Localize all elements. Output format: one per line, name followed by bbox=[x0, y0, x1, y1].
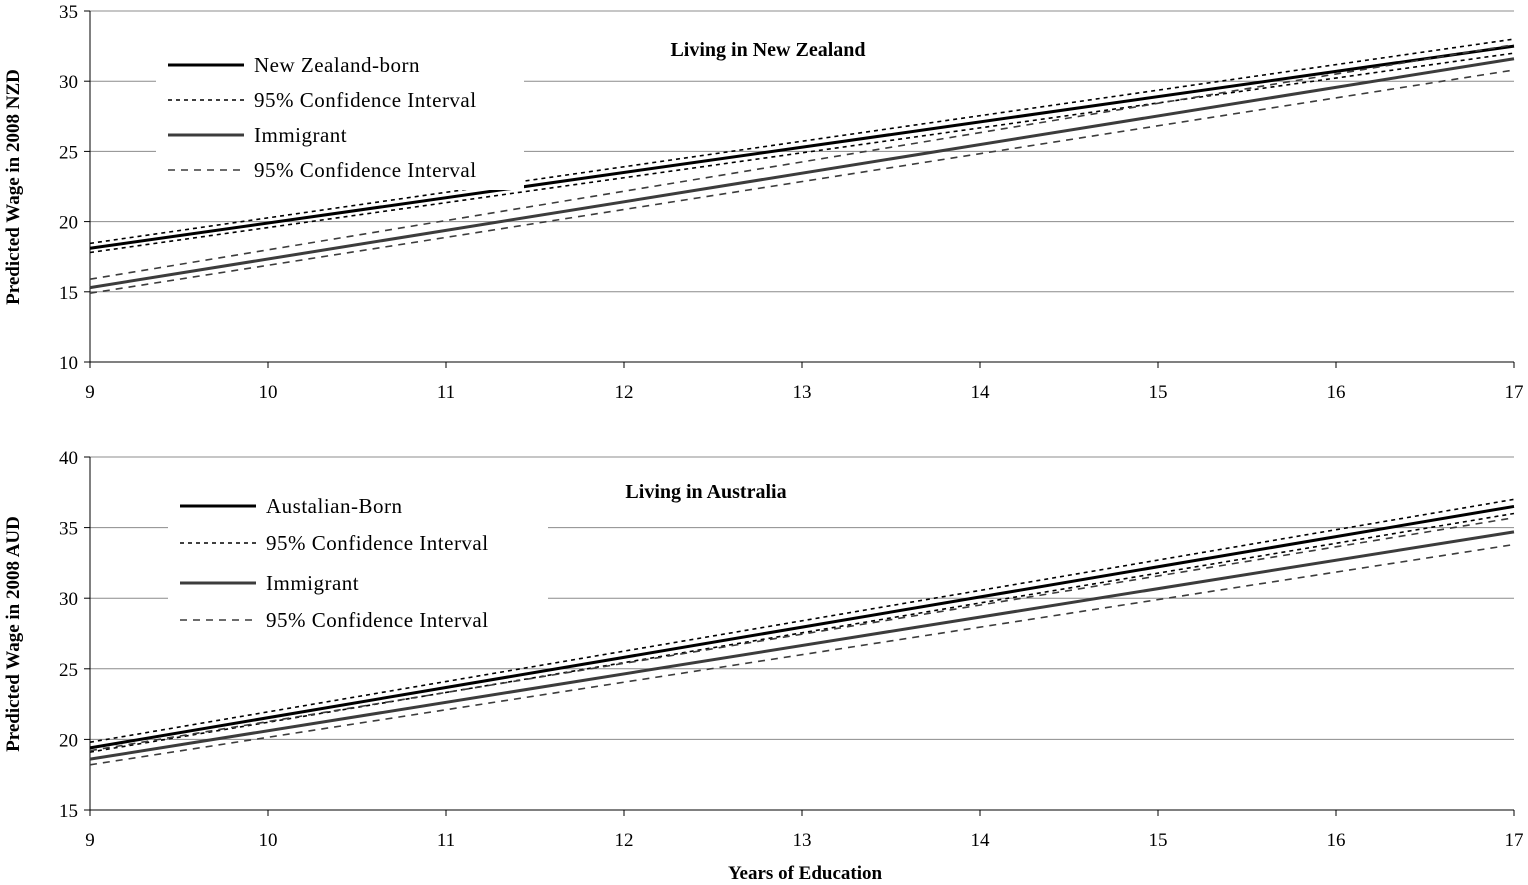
y-tick-label: 25 bbox=[59, 142, 78, 163]
legend-label: Immigrant bbox=[266, 571, 359, 595]
y-tick-label: 35 bbox=[59, 519, 78, 540]
legend: New Zealand-born 95% Confidence Interval I… bbox=[156, 44, 524, 190]
y-tick-label: 25 bbox=[59, 660, 78, 681]
series-line-3 bbox=[89, 57, 1515, 290]
y-tick-label: 35 bbox=[59, 2, 78, 23]
x-tick-label: 12 bbox=[615, 382, 634, 403]
x-tick-label: 15 bbox=[1149, 830, 1168, 851]
axes: 15 20 25 30 35 40 9 10 11 12 13 14 15 16 17 bbox=[59, 448, 1524, 851]
legend-label: 95% Confidence Interval bbox=[266, 531, 489, 555]
x-tick-label: 13 bbox=[793, 830, 812, 851]
y-tick-label: 20 bbox=[59, 730, 78, 751]
y-axis-title: Predicted Wage in 2008 NZD bbox=[3, 69, 24, 305]
y-axis-title: Predicted Wage in 2008 AUD bbox=[3, 516, 24, 752]
series-line-5 bbox=[89, 543, 1515, 766]
chart-title: Living in New Zealand bbox=[670, 39, 865, 61]
x-tick-label: 11 bbox=[437, 830, 455, 851]
x-tick-label: 10 bbox=[259, 830, 278, 851]
chart-australia: 15 20 25 30 35 40 9 10 11 12 13 14 15 16 17 Austalian-… bbox=[3, 448, 1524, 884]
x-axis-title: Years of Education bbox=[728, 863, 883, 884]
legend-label: New Zealand-born bbox=[254, 53, 420, 77]
x-tick-label: 12 bbox=[615, 830, 634, 851]
y-tick-label: 15 bbox=[59, 801, 78, 822]
series-layer bbox=[89, 38, 1515, 294]
x-tick-label: 16 bbox=[1327, 382, 1346, 403]
x-tick-label: 14 bbox=[971, 830, 991, 851]
legend-background bbox=[168, 485, 548, 640]
y-tick-label: 40 bbox=[59, 448, 78, 469]
x-tick-label: 11 bbox=[437, 382, 455, 403]
y-tick-label: 10 bbox=[59, 353, 78, 374]
legend-label: Austalian-Born bbox=[266, 494, 402, 518]
series-line-0 bbox=[89, 44, 1515, 250]
legend: Austalian-Born 95% Confidence Interval Imm… bbox=[168, 485, 548, 640]
series-line-3 bbox=[89, 530, 1515, 761]
y-tick-label: 15 bbox=[59, 283, 78, 304]
legend-label: Immigrant bbox=[254, 123, 347, 147]
series-line-4 bbox=[89, 43, 1515, 280]
chart-new-zealand: 10 15 20 25 30 35 9 10 11 12 13 14 15 16 17 New Zealan… bbox=[3, 2, 1524, 403]
x-tick-label: 13 bbox=[793, 382, 812, 403]
legend-label: 95% Confidence Interval bbox=[254, 158, 477, 182]
x-tick-label: 9 bbox=[85, 830, 95, 851]
legend-label: 95% Confidence Interval bbox=[254, 88, 477, 112]
x-tick-label: 9 bbox=[85, 382, 95, 403]
x-tick-label: 17 bbox=[1505, 830, 1524, 851]
x-tick-label: 17 bbox=[1505, 382, 1524, 403]
x-tick-label: 10 bbox=[259, 382, 278, 403]
x-tick-label: 16 bbox=[1327, 830, 1346, 851]
series-layer bbox=[89, 498, 1515, 766]
y-tick-label: 20 bbox=[59, 213, 78, 234]
x-tick-label: 14 bbox=[971, 382, 991, 403]
chart-title: Living in Australia bbox=[625, 481, 786, 503]
x-tick-label: 15 bbox=[1149, 382, 1168, 403]
series-line-0 bbox=[89, 504, 1515, 750]
y-tick-label: 30 bbox=[59, 72, 78, 93]
series-line-4 bbox=[89, 516, 1515, 752]
y-tick-label: 30 bbox=[59, 589, 78, 610]
axes: 10 15 20 25 30 35 9 10 11 12 13 14 15 16 17 bbox=[59, 2, 1524, 403]
series-line-5 bbox=[89, 69, 1515, 294]
legend-label: 95% Confidence Interval bbox=[266, 608, 489, 632]
legend-background bbox=[156, 44, 524, 190]
series-line-1 bbox=[89, 498, 1515, 744]
